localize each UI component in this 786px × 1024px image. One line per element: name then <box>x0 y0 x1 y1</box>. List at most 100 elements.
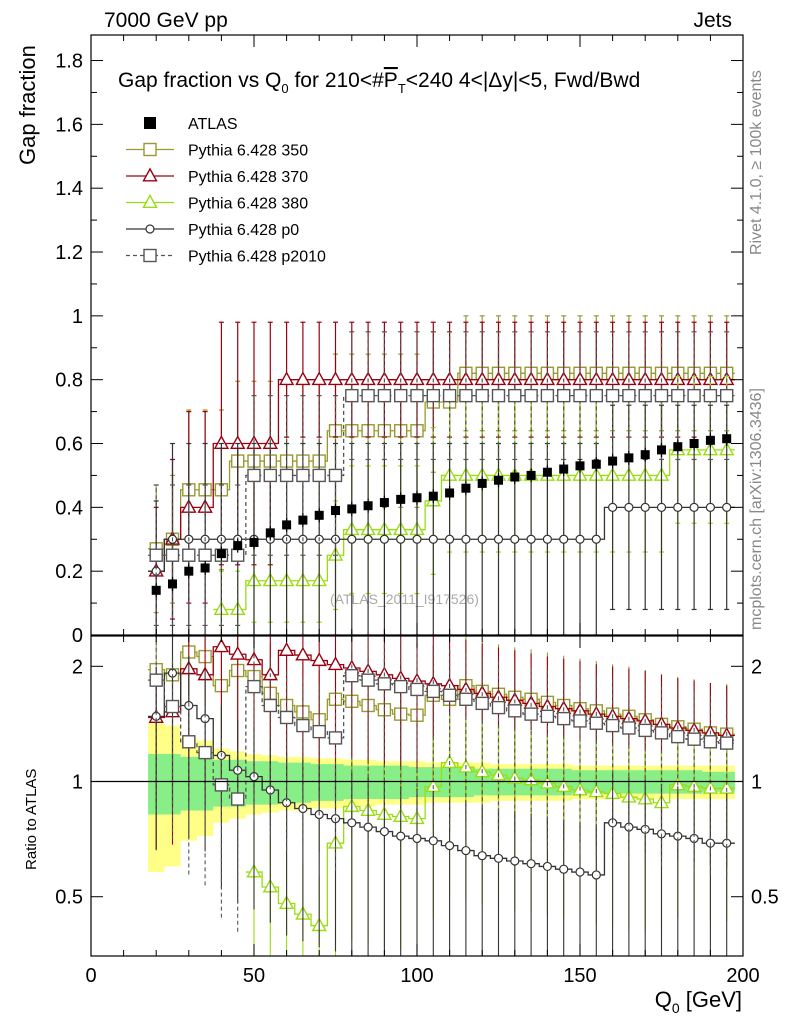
x-tick-label: 100 <box>400 965 433 987</box>
ratio-point <box>622 721 636 735</box>
data-point <box>182 548 196 562</box>
x-tick-label: 50 <box>243 965 265 987</box>
ratio-point <box>247 679 261 694</box>
data-point <box>247 468 261 483</box>
series-line <box>148 372 735 550</box>
atlas-point <box>673 442 683 452</box>
ratio-point <box>149 673 163 687</box>
data-point <box>493 534 504 544</box>
legend-marker <box>142 167 158 182</box>
chart-title: Gap fraction vs Q0 for 210<#PT<240 4<|Δy… <box>118 69 640 96</box>
data-point <box>475 388 489 403</box>
ratio-point <box>461 845 471 856</box>
ratio-point <box>703 735 718 749</box>
data-point <box>428 534 438 544</box>
atlas-point <box>494 475 503 485</box>
x-axis-label: Q0 [GeV] <box>655 987 742 1016</box>
data-point <box>705 502 716 512</box>
ratio-point <box>278 642 295 656</box>
data-point <box>410 388 424 403</box>
ratio-tick-label-left: 0.5 <box>55 887 83 909</box>
data-point <box>278 371 295 386</box>
ratio-point <box>311 652 327 667</box>
legend-entry: ATLAS <box>144 116 238 133</box>
atlas-point <box>379 498 389 508</box>
data-point <box>622 388 636 403</box>
ratio-point <box>687 732 701 746</box>
data-point <box>328 468 343 483</box>
data-point <box>689 502 699 512</box>
data-point <box>510 534 520 544</box>
legend-label: Pythia 6.428 p0 <box>188 222 299 239</box>
data-point <box>379 534 389 544</box>
series-line <box>148 394 735 556</box>
data-point <box>526 534 536 544</box>
ratio-point <box>542 861 553 872</box>
ratio-point <box>524 707 538 721</box>
ratio-point <box>510 856 520 866</box>
legend-label: Pythia 6.428 370 <box>188 169 308 186</box>
atlas-point <box>657 445 666 455</box>
ratio-point <box>557 711 571 726</box>
data-point <box>279 468 294 483</box>
data-point <box>654 388 669 403</box>
ratio-point <box>165 699 180 714</box>
legend-label: Pythia 6.428 380 <box>188 196 308 213</box>
y-tick-label: 1.4 <box>55 178 83 200</box>
data-point <box>673 502 683 512</box>
atlas-point <box>705 435 715 445</box>
ratio-point <box>295 646 311 661</box>
ratio-point <box>589 716 603 730</box>
atlas-point <box>249 537 259 547</box>
atlas-point <box>184 566 194 576</box>
ratio-point <box>230 792 245 806</box>
ratio-point <box>605 718 620 733</box>
data-point <box>347 534 357 544</box>
data-point <box>524 388 538 403</box>
legend-marker <box>143 248 157 263</box>
atlas-point <box>363 501 373 511</box>
ratio-point <box>591 870 601 880</box>
data-point <box>589 388 603 403</box>
data-point <box>198 548 212 562</box>
ratio-tick-label-left: 1 <box>72 772 83 794</box>
main-panel-series <box>148 315 735 635</box>
y-axis-label: Gap fraction <box>15 45 40 165</box>
data-point <box>573 388 587 403</box>
y-tick-label: 1 <box>72 306 83 328</box>
ratio-tick-label-right: 1 <box>751 772 762 794</box>
legend: ATLAS Pythia 6.428 350 Pythia 6.428 370 Pyt… <box>126 116 326 266</box>
legend-marker <box>142 194 158 208</box>
ratio-point <box>638 723 652 738</box>
ratio-point <box>442 688 457 702</box>
data-point <box>638 388 652 403</box>
pt-symbol: P <box>384 69 398 92</box>
ratio-point <box>671 729 685 744</box>
atlas-point <box>640 450 650 460</box>
ratio-point <box>526 859 536 869</box>
y-tick-label: 0 <box>72 625 83 647</box>
data-point <box>605 388 620 403</box>
legend-marker <box>145 224 155 234</box>
data-point <box>165 548 180 562</box>
ratio-point <box>654 726 669 740</box>
ratio-tick-label-left: 2 <box>72 656 83 678</box>
ratio-pythia-6-428-p2010 <box>148 636 735 932</box>
ratio-point <box>279 710 294 725</box>
ratio-line <box>148 646 735 737</box>
ratio-line <box>148 675 735 800</box>
legend-label: Pythia 6.428 p2010 <box>188 249 326 266</box>
atlas-point <box>428 491 438 501</box>
data-point <box>295 371 311 386</box>
x-tick-label: 0 <box>85 965 96 987</box>
ratio-point <box>559 864 569 874</box>
ratio-point <box>363 822 373 832</box>
y-tick-label: 0.4 <box>55 497 83 519</box>
data-point <box>542 534 553 544</box>
ratio-point <box>477 851 487 861</box>
ratio-tick-label-right: 2 <box>751 656 762 678</box>
data-point <box>312 468 326 483</box>
ratio-point <box>328 731 343 745</box>
atlas-point <box>559 464 569 474</box>
data-point <box>461 534 471 544</box>
